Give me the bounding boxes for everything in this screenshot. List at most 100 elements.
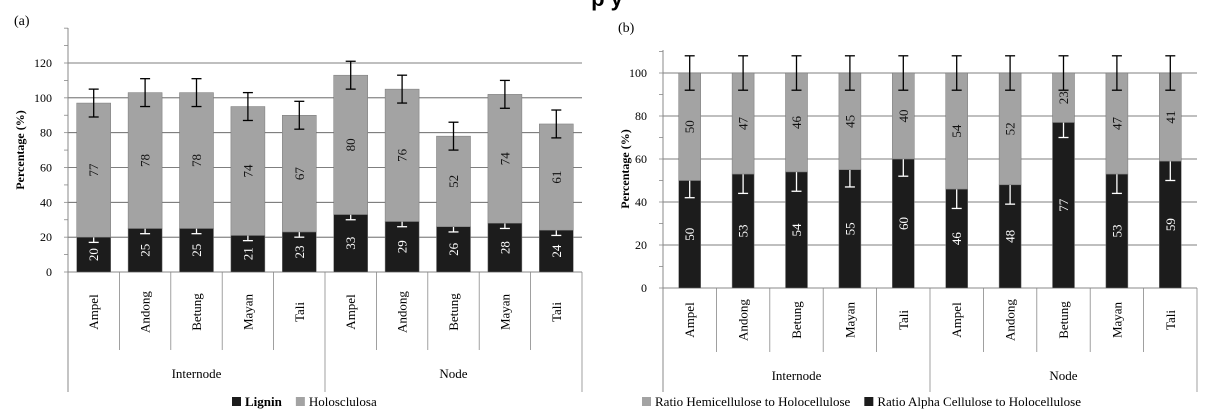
y-tick-label: 60 — [635, 152, 647, 166]
bar-segment — [179, 228, 214, 273]
bar-segment — [487, 222, 523, 273]
bar-segment — [127, 228, 163, 273]
data-label: 29 — [395, 240, 410, 253]
bar-segment — [384, 221, 420, 273]
x-tick-label: Andong — [736, 299, 751, 341]
bar-segment — [539, 123, 574, 231]
x-tick-label: Andong — [395, 291, 410, 333]
data-label: 77 — [1056, 198, 1071, 212]
bar-segment — [384, 88, 420, 222]
y-tick-label: 0 — [641, 281, 647, 295]
data-label: 40 — [896, 110, 911, 123]
y-tick-label: 40 — [635, 195, 647, 209]
data-label: 53 — [1109, 225, 1124, 238]
y-tick-label: 80 — [40, 126, 52, 140]
data-label: 77 — [86, 163, 101, 177]
bar-segment — [487, 94, 523, 224]
data-label: 78 — [189, 154, 204, 167]
data-label: 54 — [949, 124, 964, 138]
x-tick-label: Andong — [138, 291, 153, 333]
x-tick-label: Betung — [1056, 301, 1071, 339]
x-tick-label: Mayan — [842, 301, 857, 338]
group-label: Internode — [772, 368, 822, 383]
data-label: 50 — [682, 228, 697, 241]
x-tick-label: Ampel — [86, 294, 101, 330]
y-tick-label: 20 — [40, 230, 52, 244]
data-label: 26 — [446, 242, 461, 256]
data-label: 80 — [343, 138, 358, 151]
data-label: 41 — [1163, 111, 1178, 124]
y-axis-title: Percentage (%) — [13, 110, 27, 189]
bar-segment — [179, 92, 214, 229]
legend-label: Lignin — [245, 394, 283, 409]
legend-label: Ratio Hemicellulose to Holocellulose — [655, 394, 851, 409]
data-label: 59 — [1163, 218, 1178, 231]
data-label: 74 — [497, 152, 512, 166]
x-tick-label: Ampel — [682, 302, 697, 338]
y-axis-title: Percentage (%) — [618, 129, 632, 208]
data-label: 24 — [549, 244, 564, 258]
y-tick-label: 100 — [34, 91, 52, 105]
bar-segment — [127, 92, 163, 229]
y-tick-label: 40 — [40, 195, 52, 209]
x-tick-label: Tali — [1163, 310, 1178, 330]
legend-swatch — [295, 397, 305, 406]
x-tick-label: Ampel — [949, 302, 964, 338]
data-label: 21 — [240, 247, 255, 260]
x-tick-label: Betung — [189, 293, 204, 331]
data-label: 46 — [949, 232, 964, 246]
bar-segment — [333, 214, 368, 273]
data-label: 61 — [549, 171, 564, 184]
bar-segment — [282, 115, 317, 233]
y-tick-label: 60 — [40, 161, 52, 175]
chart-b: (b) 0 20 40 60 80 100 Percentage (%) 50 50 53 47 54 4… — [618, 21, 1198, 409]
bar-segment — [282, 231, 317, 273]
bar-segment — [539, 229, 574, 273]
data-label: 25 — [189, 244, 204, 257]
data-label: 45 — [842, 115, 857, 128]
data-label: 52 — [446, 175, 461, 188]
data-label: 48 — [1003, 230, 1018, 243]
y-tick-label: 120 — [34, 56, 52, 70]
chart-a: (a) 0 20 40 60 80 100 120 Percentage (%) 20 77 25 78… — [13, 14, 583, 409]
x-tick-label: Andong — [1003, 299, 1018, 341]
legend-swatch — [232, 397, 241, 406]
y-tick-label: 20 — [635, 238, 647, 252]
data-label: 25 — [138, 244, 153, 257]
x-tick-label: Tali — [896, 310, 911, 330]
bar-segment — [436, 226, 471, 273]
data-label: 55 — [842, 222, 857, 235]
data-label: 54 — [789, 223, 804, 237]
group-label: Internode — [172, 366, 222, 381]
data-label: 78 — [138, 154, 153, 167]
x-tick-label: Ampel — [343, 294, 358, 330]
x-tick-label: Betung — [446, 293, 461, 331]
legend-swatch — [864, 397, 874, 406]
bar-segment — [436, 135, 471, 227]
data-label: 47 — [736, 117, 751, 130]
bar-segment — [76, 102, 111, 238]
x-tick-label: Mayan — [240, 293, 255, 330]
y-tick-label: 100 — [629, 66, 647, 80]
data-label: 53 — [736, 225, 751, 238]
legend-swatch — [642, 397, 651, 406]
data-label: 50 — [682, 120, 697, 133]
data-label: 67 — [292, 167, 307, 181]
data-label: 60 — [896, 217, 911, 230]
legend-label: Ratio Alpha Cellulose to Holocellulose — [877, 394, 1081, 409]
data-label: 47 — [1109, 117, 1124, 130]
bar-segment — [333, 74, 368, 215]
group-label: Node — [439, 366, 467, 381]
x-tick-label: Mayan — [1109, 301, 1124, 338]
y-tick-label: 80 — [635, 109, 647, 123]
bar-segment — [230, 106, 266, 236]
data-label: 23 — [1056, 91, 1071, 104]
y-tick-label: 0 — [46, 265, 52, 279]
data-label: 20 — [86, 248, 101, 261]
x-tick-label: Tali — [549, 302, 564, 322]
group-label: Node — [1049, 368, 1077, 383]
data-label: 52 — [1003, 122, 1018, 135]
data-label: 33 — [343, 237, 358, 250]
data-label: 23 — [292, 245, 307, 258]
